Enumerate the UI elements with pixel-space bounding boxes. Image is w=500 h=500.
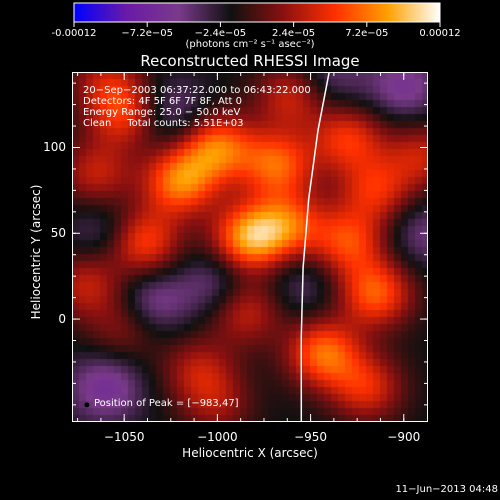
annotation-time: 20−Sep−2003 06:37:22.000 to 06:43:22.000: [83, 85, 311, 96]
peak-position-label: Position of Peak = [−983,47]: [94, 398, 239, 409]
annotation-counts: Clean Total counts: 5.51E+03: [83, 118, 244, 129]
y-axis-label: Heliocentric Y (arcsec): [29, 184, 43, 320]
colorbar: [73, 2, 441, 27]
chart-title: Reconstructed RHESSI Image: [140, 52, 360, 70]
colorbar-units: (photons cm⁻² s⁻¹ asec⁻²): [185, 39, 315, 50]
y-tick-label: 50: [50, 226, 66, 241]
x-tick-label: −1000: [197, 430, 238, 444]
plot-overlay: [72, 72, 428, 422]
x-tick-label: −900: [387, 430, 421, 444]
colorbar-tick-label: −7.2e−05: [121, 28, 173, 39]
y-tick-label: 0: [58, 312, 66, 327]
y-tick-label: 100: [43, 140, 66, 155]
annotation-energy: Energy Range: 25.0 − 50.0 keV: [83, 107, 241, 118]
footer-timestamp: 11−Jun−2013 04:48: [395, 484, 498, 495]
peak-marker: [84, 402, 90, 408]
colorbar-tick-label: 7.2e−05: [345, 28, 389, 39]
colorbar-gradient: [73, 2, 441, 23]
colorbar-tick-label: 0.00012: [419, 28, 461, 39]
colorbar-tick-label: 2.4e−05: [272, 28, 316, 39]
x-tick-label: −1050: [103, 430, 145, 444]
colorbar-tick-label: −2.4e−05: [194, 28, 247, 39]
x-tick-label: −950: [294, 430, 328, 444]
annotation-detectors: Detectors: 4F 5F 6F 7F 8F, Att 0: [83, 96, 243, 107]
plot-frame: [72, 72, 428, 422]
info-annotations: 20−Sep−2003 06:37:22.000 to 06:43:22.000…: [83, 85, 311, 129]
x-axis-label: Heliocentric X (arcsec): [182, 446, 318, 460]
heatmap-image: [72, 72, 428, 422]
plot-area: [72, 72, 428, 422]
solar-limb-line: [300, 72, 330, 422]
colorbar-tick-label: -0.00012: [51, 28, 97, 39]
